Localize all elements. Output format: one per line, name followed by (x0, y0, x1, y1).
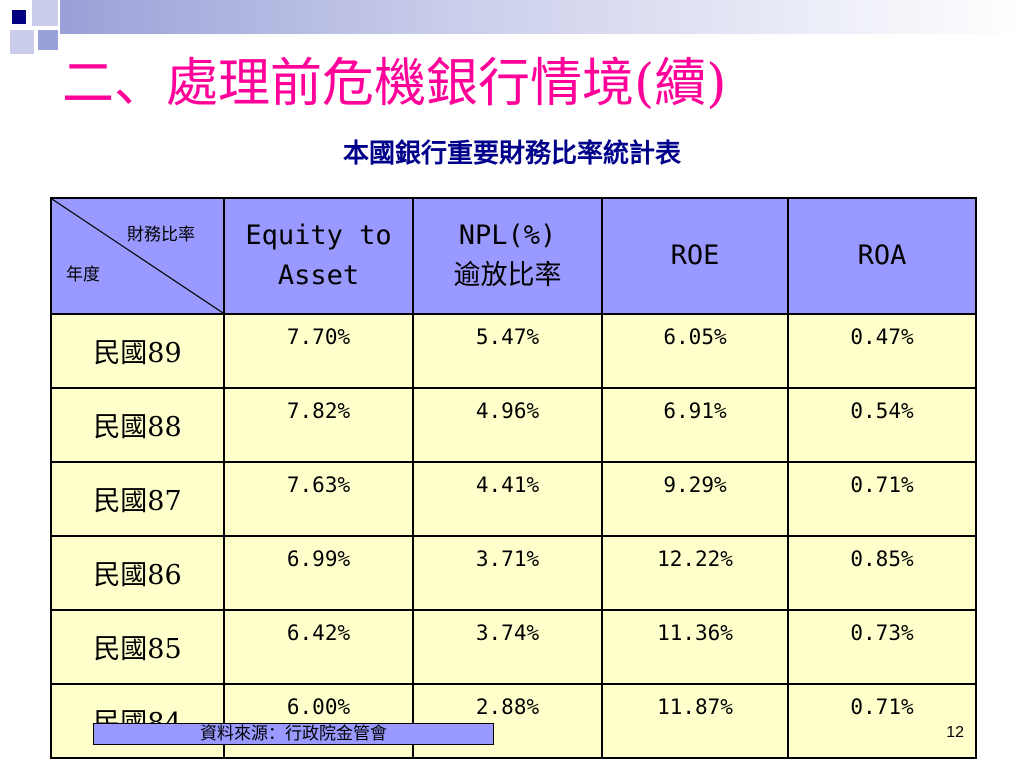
year-cell: 民國87 (50, 461, 225, 537)
table-row: 民國86 6.99% 3.71% 12.22% 0.85% (50, 535, 977, 611)
header-line: ROE (670, 240, 720, 271)
header-line: Asset (277, 260, 360, 291)
year-cell: 民國86 (50, 535, 225, 611)
equity-to-asset-cell: 6.99% (223, 535, 414, 611)
roa-cell: 0.73% (787, 609, 977, 685)
equity-to-asset-cell: 7.82% (223, 387, 414, 463)
equity-to-asset-cell: 6.42% (223, 609, 414, 685)
table-header-row: 財務比率 年度 Equity to Asset NPL(%) 逾放比率 ROE … (50, 197, 977, 315)
column-header-npl: NPL(%) 逾放比率 (412, 197, 603, 315)
roe-cell: 6.91% (601, 387, 789, 463)
npl-cell: 4.96% (412, 387, 603, 463)
page-number: 12 (946, 724, 964, 741)
column-header-roe: ROE (601, 197, 789, 315)
corner-header-cell: 財務比率 年度 (50, 197, 225, 315)
npl-cell: 5.47% (412, 313, 603, 389)
roa-cell: 0.54% (787, 387, 977, 463)
deco-square-dark (12, 10, 26, 24)
header-gradient-bar (60, 0, 1024, 34)
corner-label-year: 年度 (66, 265, 100, 285)
header-line: NPL(%) (458, 220, 557, 251)
equity-to-asset-cell: 7.70% (223, 313, 414, 389)
year-cell: 民國89 (50, 313, 225, 389)
npl-cell: 4.41% (412, 461, 603, 537)
equity-to-asset-cell: 7.63% (223, 461, 414, 537)
roa-cell: 0.85% (787, 535, 977, 611)
table-title: 本國銀行重要財務比率統計表 (342, 139, 681, 169)
npl-cell: 2.88% (412, 683, 603, 759)
source-note: 資料來源：行政院金管會 (93, 723, 494, 745)
table-row: 民國88 7.82% 4.96% 6.91% 0.54% (50, 387, 977, 463)
deco-square-light (10, 30, 34, 54)
year-cell: 民國88 (50, 387, 225, 463)
roa-cell: 0.71% (787, 461, 977, 537)
financial-ratio-table: 財務比率 年度 Equity to Asset NPL(%) 逾放比率 ROE … (50, 197, 977, 759)
diagonal-divider (52, 199, 223, 313)
table-row: 民國84 6.00% 2.88% 11.87% 0.71% (50, 683, 977, 759)
npl-cell: 3.74% (412, 609, 603, 685)
year-cell: 民國84 (50, 683, 225, 759)
deco-square-light (32, 0, 58, 26)
roa-cell: 0.47% (787, 313, 977, 389)
table-row: 民國89 7.70% 5.47% 6.05% 0.47% (50, 313, 977, 389)
equity-to-asset-cell: 6.00% (223, 683, 414, 759)
roe-cell: 9.29% (601, 461, 789, 537)
npl-cell: 3.71% (412, 535, 603, 611)
header-line: ROA (857, 240, 907, 271)
column-header-equity-to-asset: Equity to Asset (223, 197, 414, 315)
table-row: 民國87 7.63% 4.41% 9.29% 0.71% (50, 461, 977, 537)
roe-cell: 12.22% (601, 535, 789, 611)
header-line: 逾放比率 (453, 260, 562, 291)
roe-cell: 11.87% (601, 683, 789, 759)
header-line: Equity to (245, 220, 392, 251)
roe-cell: 6.05% (601, 313, 789, 389)
slide-title: 二、處理前危機銀行情境(續) (62, 54, 727, 114)
roe-cell: 11.36% (601, 609, 789, 685)
deco-square-mid (38, 30, 58, 50)
roa-cell: 0.71% (787, 683, 977, 759)
column-header-roa: ROA (787, 197, 977, 315)
table-row: 民國85 6.42% 3.74% 11.36% 0.73% (50, 609, 977, 685)
corner-label-ratio: 財務比率 (127, 225, 195, 245)
year-cell: 民國85 (50, 609, 225, 685)
